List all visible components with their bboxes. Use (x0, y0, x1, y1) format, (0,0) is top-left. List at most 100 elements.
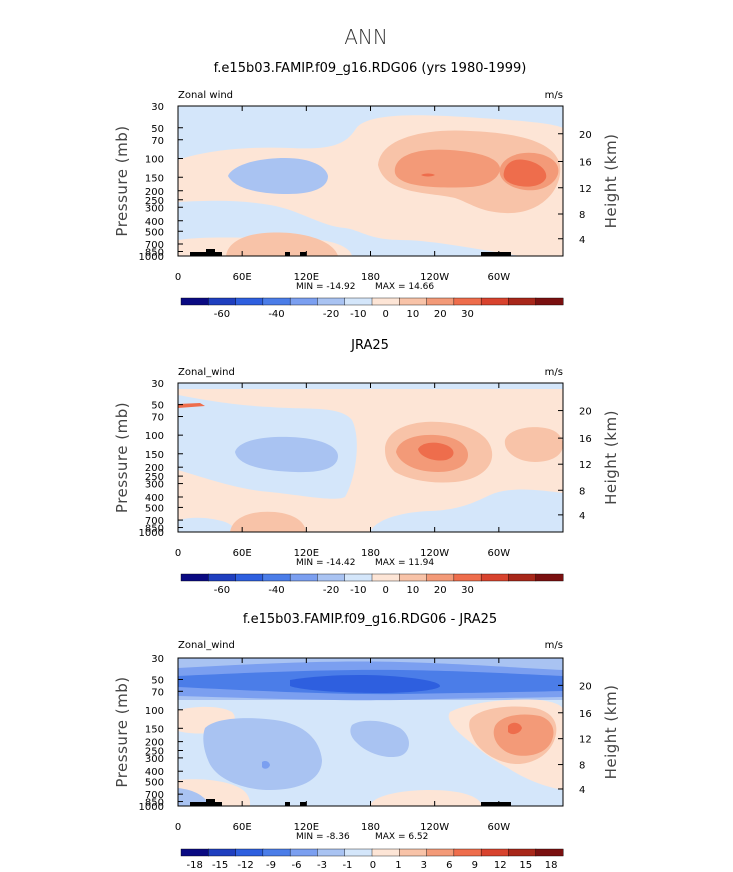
figure-title: ANN (344, 25, 388, 49)
panel-obs: JRA25 Zonal_wind m/s 3050701001502002503… (113, 338, 620, 596)
height-tick-label: 12 (579, 460, 592, 471)
colorbar-swatch (180, 573, 209, 582)
height-tick-label: 16 (579, 158, 592, 169)
colorbar-label: 10 (407, 585, 420, 596)
pressure-tick-label: 1000 (139, 802, 164, 813)
pressure-tick-label: 250 (145, 747, 164, 758)
colorbar-swatch (480, 573, 509, 582)
colorbar-swatch (399, 573, 428, 582)
contour-positive-region (230, 511, 306, 532)
height-tick-label: 4 (579, 235, 585, 246)
pressure-tick-label: 30 (151, 102, 164, 113)
panel-model: f.e15b03.FAMIP.f09_g16.RDG06 (yrs 1980-1… (113, 61, 620, 320)
contour-negative-region (262, 761, 270, 769)
colorbar-swatch (453, 297, 482, 306)
pressure-tick-label: 1000 (139, 252, 164, 263)
y-axis-label: Pressure (mb) (113, 125, 131, 236)
longitude-tick-label: 0 (175, 548, 181, 559)
pressure-tick-label: 150 (145, 450, 164, 461)
panel-diff: f.e15b03.FAMIP.f09_g16.RDG06 - JRA25 Zon… (113, 612, 620, 871)
units-label: m/s (545, 90, 563, 101)
colorbar-label: -18 (186, 860, 202, 871)
contour-positive-region (418, 442, 454, 461)
colorbar-label: -20 (323, 309, 339, 320)
colorbar-label: -60 (214, 585, 230, 596)
colorbar-label: 0 (382, 585, 388, 596)
pressure-tick-label: 500 (145, 503, 164, 514)
longitude-tick-label: 120W (420, 272, 449, 283)
pressure-tick-label: 200 (145, 187, 164, 198)
longitude-tick-label: 0 (175, 822, 181, 833)
max-label: MAX = 14.66 (375, 282, 434, 292)
variable-label: Zonal wind (178, 90, 233, 101)
height-tick-label: 20 (579, 407, 592, 418)
pressure-tick-label: 30 (151, 379, 164, 390)
pressure-tick-label: 100 (145, 706, 164, 717)
height-tick-label: 12 (579, 184, 592, 195)
contour-positive-region (226, 232, 338, 256)
contour-negative-region (203, 718, 322, 790)
colorbar-swatch (371, 297, 400, 306)
contour-positive-region (504, 427, 563, 462)
colorbar-label: 0 (382, 309, 388, 320)
colorbar-label: -3 (317, 860, 327, 871)
pressure-tick-label: 300 (145, 480, 164, 491)
colorbar-label: 6 (446, 860, 452, 871)
contour-positive-region (421, 173, 435, 177)
pressure-tick-label: 100 (145, 155, 164, 166)
longitude-tick-label: 60W (488, 272, 511, 283)
longitude-tick-label: 120E (294, 822, 319, 833)
pressure-tick-label: 100 (145, 431, 164, 442)
contour-negative-region (235, 436, 338, 473)
colorbar-swatch (180, 297, 209, 306)
panel-title: f.e15b03.FAMIP.f09_g16.RDG06 (yrs 1980-1… (214, 61, 527, 76)
pressure-tick-label: 70 (151, 687, 164, 698)
y2-axis-label: Height (km) (602, 134, 620, 229)
pressure-tick-label: 50 (151, 401, 164, 412)
max-label: MAX = 11.94 (375, 558, 434, 568)
pressure-tick-label: 700 (145, 516, 164, 527)
pressure-tick-label: 700 (145, 240, 164, 251)
contour-positive-region (394, 149, 500, 188)
longitude-tick-label: 60E (233, 272, 252, 283)
colorbar-swatch (289, 573, 318, 582)
contour-positive-region (508, 722, 522, 735)
variable-label: Zonal_wind (178, 640, 235, 651)
pressure-tick-label: 250 (145, 472, 164, 483)
colorbar-label: -6 (292, 860, 302, 871)
panel-title: JRA25 (350, 338, 389, 353)
colorbar-label: 12 (494, 860, 507, 871)
pressure-tick-label: 150 (145, 173, 164, 184)
longitude-tick-label: 0 (175, 272, 181, 283)
contour-negative-region (370, 489, 563, 532)
colorbar-label: 30 (461, 309, 474, 320)
pressure-tick-label: 300 (145, 754, 164, 765)
pressure-tick-label: 70 (151, 136, 164, 147)
contour-negative-region (178, 517, 236, 532)
colorbar-label: 18 (545, 860, 558, 871)
contour-field (178, 106, 563, 256)
contour-field (178, 383, 563, 532)
contour-negative-region (178, 788, 210, 806)
height-tick-label: 8 (579, 210, 585, 221)
contour-positive-region (493, 714, 554, 756)
colorbar-swatch (535, 573, 564, 582)
colorbar-swatch (426, 297, 455, 306)
colorbar-swatch (317, 297, 346, 306)
y2-axis-label: Height (km) (602, 410, 620, 505)
longitude-tick-label: 180 (361, 548, 380, 559)
colorbar-label: 0 (370, 860, 376, 871)
variable-label: Zonal_wind (178, 367, 235, 378)
colorbar-swatch (453, 573, 482, 582)
y2-axis-label: Height (km) (602, 685, 620, 780)
colorbar: -18 -15 -12 -9 -6 -3 -1 0 1 3 6 9 12 15 18 (180, 848, 564, 871)
min-label: MIN = -14.42 (296, 558, 355, 568)
colorbar-swatch (535, 297, 564, 306)
colorbar-swatch (289, 297, 318, 306)
colorbar-swatch (344, 297, 373, 306)
height-tick-label: 16 (579, 709, 592, 720)
pressure-tick-label: 50 (151, 675, 164, 686)
pressure-tick-label: 850 (145, 248, 164, 259)
longitude-tick-label: 60E (233, 548, 252, 559)
